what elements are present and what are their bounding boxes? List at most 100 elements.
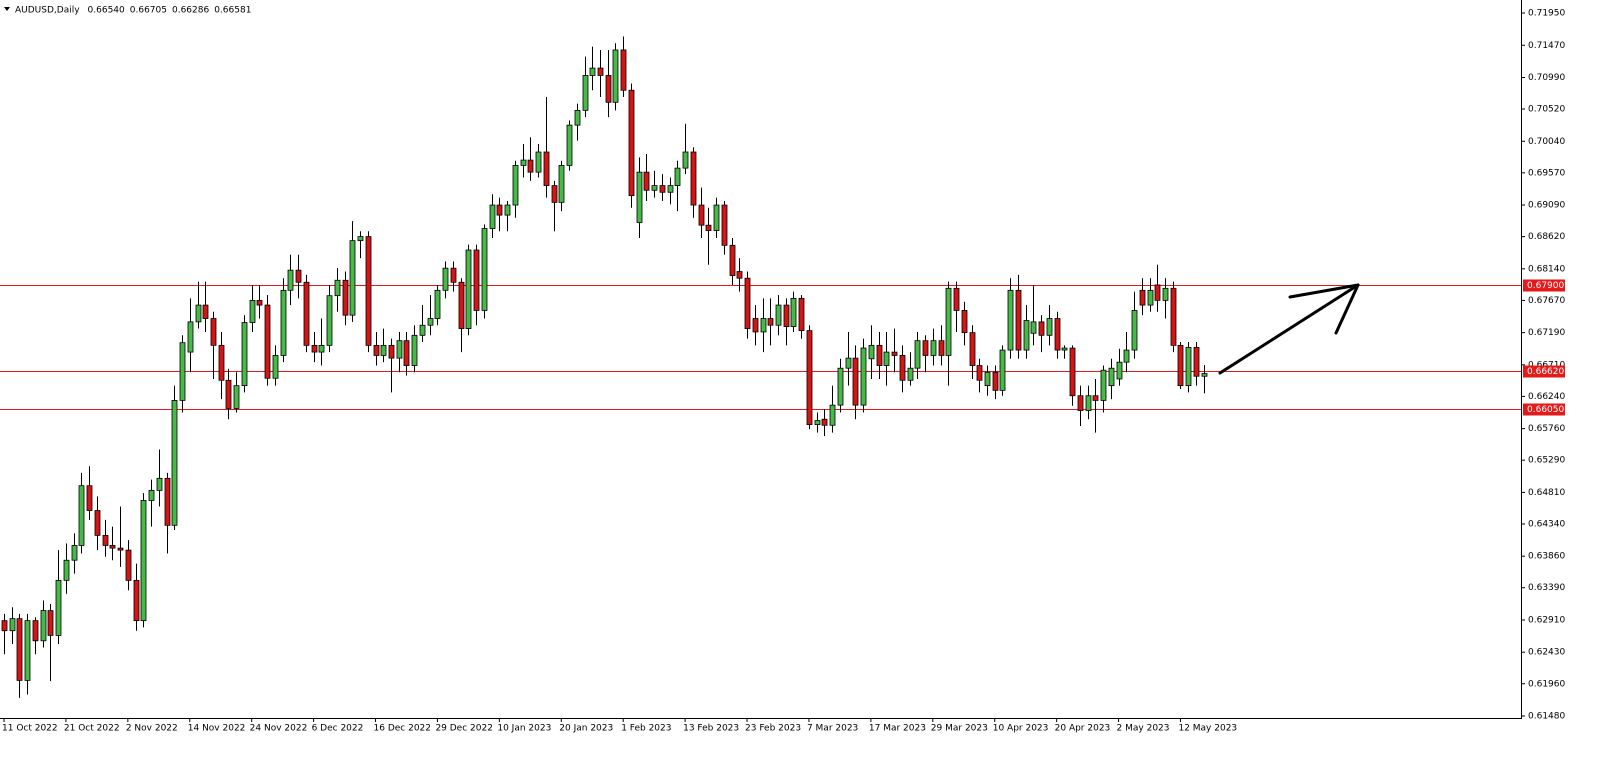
y-tick-label: 0.67670	[1528, 296, 1565, 306]
x-tick-label: 24 Nov 2022	[250, 724, 308, 734]
candle-body	[287, 269, 294, 291]
candle-body	[1131, 310, 1138, 351]
candle-body	[1038, 321, 1045, 336]
candle-body	[140, 500, 147, 622]
candle-body	[117, 547, 124, 551]
candle-body	[125, 549, 132, 581]
candle-body	[225, 379, 232, 409]
candle-body	[605, 75, 612, 103]
plot: 0.71950 0.71470 0.70990 0.70520 0.70040 0.695…	[0, 9, 1565, 734]
candle-body	[1177, 344, 1184, 387]
x-tick-label: 2 Nov 2022	[126, 724, 178, 734]
candle-body	[1201, 373, 1208, 377]
candle-body	[914, 340, 921, 369]
candle-body	[156, 477, 163, 491]
x-tick-label: 17 Mar 2023	[869, 724, 926, 734]
candle-body	[78, 485, 85, 546]
candle-body	[71, 545, 78, 561]
x-tick-label: 2 May 2023	[1117, 724, 1170, 734]
y-tick-label: 0.70040	[1528, 137, 1565, 147]
candle-body	[295, 269, 302, 283]
candle-body	[1162, 287, 1169, 301]
level-label: 0.66050	[1527, 405, 1564, 415]
candle-body	[465, 249, 472, 329]
candle-body	[1185, 346, 1192, 387]
header-values: 0.66540 0.66705 0.66286 0.66581	[88, 6, 252, 16]
y-tick-label: 0.63860	[1528, 552, 1565, 562]
level-label: 0.67900	[1527, 281, 1564, 291]
candle-body	[620, 49, 627, 91]
candle-body	[814, 420, 821, 425]
candle-body	[1054, 318, 1061, 351]
candle-body	[326, 295, 333, 346]
candle-body	[558, 165, 565, 203]
y-tick-label: 0.62910	[1528, 615, 1565, 625]
candle-body	[24, 620, 31, 681]
candle-body	[1147, 289, 1154, 306]
candle-body	[860, 347, 867, 406]
candle-body	[1069, 347, 1076, 397]
candle-body	[775, 304, 782, 326]
candle-body	[1085, 395, 1092, 411]
y-tick-label: 0.71950	[1528, 9, 1565, 19]
candle-body	[674, 167, 681, 186]
candle-body	[628, 89, 635, 197]
candle-body	[767, 318, 774, 326]
menu-triangle	[4, 7, 10, 11]
candle-body	[365, 236, 372, 346]
candle-body	[280, 289, 287, 356]
candle-body	[829, 404, 836, 426]
candle-body	[876, 344, 883, 366]
x-tick-label: 14 Nov 2022	[188, 724, 246, 734]
candle-body	[520, 159, 527, 166]
candle-body	[373, 344, 380, 356]
y-tick-label: 0.65290	[1528, 456, 1565, 466]
y-tick-label: 0.69570	[1528, 168, 1565, 178]
x-tick-label: 11 Oct 2022	[2, 724, 58, 734]
y-tick-label: 0.67190	[1528, 328, 1565, 338]
candle-body	[907, 367, 914, 381]
level-label-box	[1523, 403, 1565, 416]
candle-body	[721, 204, 728, 246]
y-tick-label: 0.61480	[1528, 711, 1565, 721]
trend-arrow	[1218, 283, 1360, 375]
candle-body	[806, 330, 813, 425]
candle-body	[171, 400, 178, 526]
candle-body	[1108, 367, 1115, 387]
candle-body	[1015, 289, 1022, 351]
y-tick-label: 0.66240	[1528, 392, 1565, 402]
candle-body	[922, 340, 929, 356]
candle-body	[752, 318, 759, 333]
candle-body	[845, 357, 852, 369]
candle-body	[16, 618, 23, 681]
candle-body	[342, 279, 349, 316]
y-tick-label: 0.70990	[1528, 73, 1565, 83]
candle-body	[434, 289, 441, 319]
candle-body	[992, 371, 999, 391]
candle-body	[582, 75, 589, 111]
candle-body	[713, 204, 720, 231]
candle-body	[496, 204, 503, 216]
candle-body	[984, 371, 991, 387]
x-tick-label: 12 May 2023	[1178, 724, 1237, 734]
candle-body	[760, 318, 767, 333]
candle-body	[32, 620, 39, 642]
candle-body	[612, 49, 619, 103]
candle-body	[403, 340, 410, 366]
y-tick-label: 0.62430	[1528, 648, 1565, 658]
y-tick-label: 0.64810	[1528, 488, 1565, 498]
x-tick-label: 6 Dec 2022	[312, 724, 364, 734]
candle-body	[1077, 395, 1084, 411]
candle-body	[891, 351, 898, 356]
y-tick-label: 0.70520	[1528, 105, 1565, 115]
candle-body	[1154, 284, 1161, 301]
candle-body	[1061, 347, 1068, 351]
candle-body	[1030, 321, 1037, 334]
candle-body	[9, 618, 16, 632]
candle-body	[148, 489, 155, 501]
candle-body	[543, 151, 550, 186]
candle-body	[86, 485, 93, 511]
candle-body	[202, 304, 209, 319]
